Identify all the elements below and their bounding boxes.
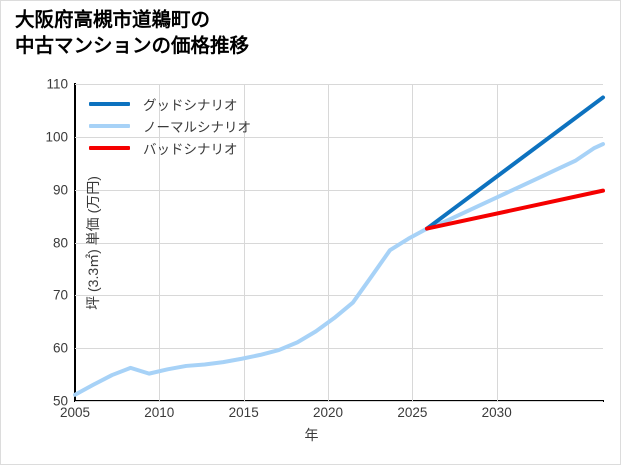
gridline-2020: [328, 84, 329, 401]
y-tick-label: 100: [45, 129, 68, 145]
gridline-2030: [496, 84, 498, 401]
gridline-100: [75, 136, 603, 138]
y-tick-label: 50: [52, 393, 68, 409]
legend-swatch-bad: [89, 146, 130, 150]
legend-item-bad: バッドシナリオ: [89, 137, 289, 159]
plot-area: グッドシナリオ ノーマルシナリオ バッドシナリオ: [73, 84, 605, 402]
line-good-scenario: [425, 95, 605, 231]
page-title: 大阪府高槻市道鵜町の 中古マンションの価格推移: [15, 9, 250, 58]
y-axis-label: 坪 (3.3㎡) 単価 (万円): [85, 176, 101, 310]
y-tick-label: 60: [52, 340, 68, 356]
x-tick-label: 2030: [481, 405, 512, 420]
legend-swatch-good: [89, 102, 130, 106]
x-tick-label: 2005: [59, 405, 91, 420]
x-axis-label: 年: [304, 427, 319, 443]
gridline-90: [75, 189, 603, 191]
x-tick-label: 2015: [228, 405, 259, 420]
gridline-110: [75, 84, 603, 85]
x-tick-label: 2020: [312, 405, 344, 420]
line-bad-scenario: [425, 188, 605, 231]
legend-label-normal: ノーマルシナリオ: [143, 120, 251, 135]
gridline-2015: [243, 84, 245, 401]
chart-legend: グッドシナリオ ノーマルシナリオ バッドシナリオ: [89, 93, 289, 159]
legend-label-good: グッドシナリオ: [143, 98, 238, 113]
y-tick-label: 80: [52, 235, 68, 250]
legend-swatch-normal: [89, 124, 130, 128]
line-normal-scenario: [73, 142, 605, 397]
y-tick-label: 70: [52, 287, 68, 303]
legend-label-bad: バッドシナリオ: [143, 142, 238, 157]
gridline-2010: [159, 84, 161, 401]
legend-item-normal: ノーマルシナリオ: [89, 115, 289, 137]
x-tick-label: 2010: [144, 405, 175, 420]
x-tick-label: 2025: [397, 405, 428, 420]
series-lines: [73, 95, 605, 397]
legend-item-good: グッドシナリオ: [89, 93, 289, 115]
gridline-70: [75, 295, 603, 297]
gridline-80: [75, 242, 603, 244]
gridline-2025: [412, 84, 414, 401]
y-tick-label: 110: [46, 76, 68, 92]
gridline-60: [75, 348, 603, 350]
y-tick-label: 90: [52, 182, 68, 198]
gridline-50: [75, 401, 603, 402]
